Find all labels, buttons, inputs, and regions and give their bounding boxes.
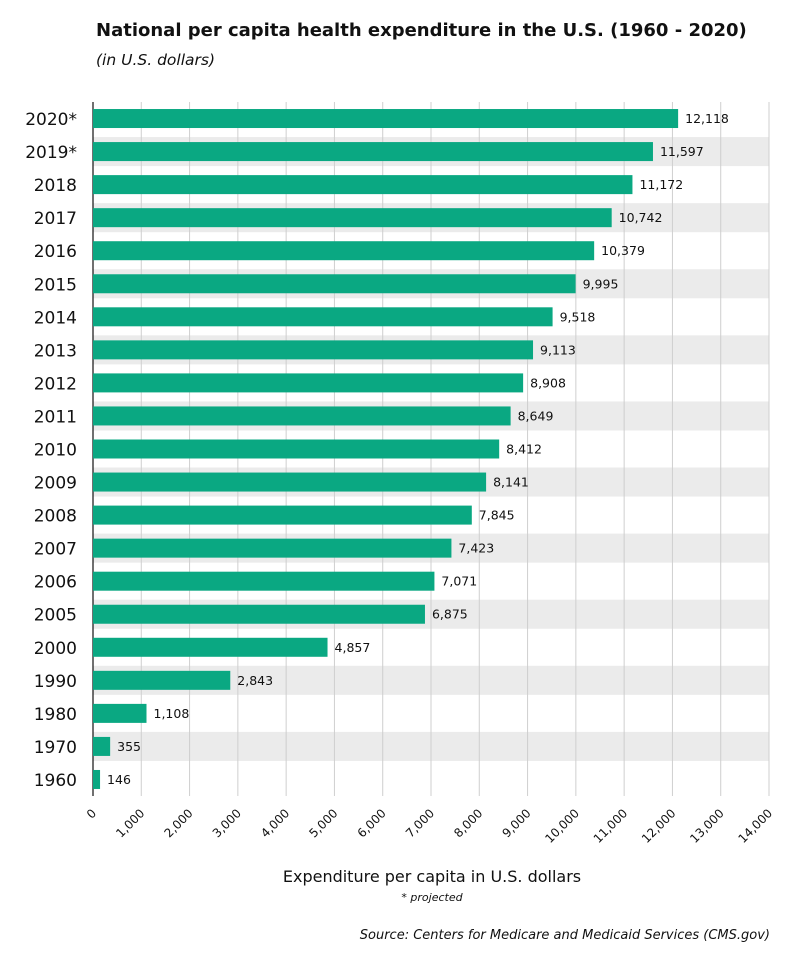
x-tick-label: 9,000 xyxy=(499,806,533,840)
bar xyxy=(93,307,553,327)
data-label: 146 xyxy=(107,772,131,787)
category-label: 2012 xyxy=(34,374,77,394)
category-label: 1960 xyxy=(34,771,77,791)
data-label: 9,995 xyxy=(583,276,619,291)
bar xyxy=(93,538,452,558)
category-label: 2007 xyxy=(34,540,77,560)
bar xyxy=(93,703,147,723)
category-label: 2005 xyxy=(34,606,77,626)
x-tick-label: 5,000 xyxy=(306,806,340,840)
category-label: 2010 xyxy=(34,441,77,461)
data-label: 7,845 xyxy=(479,508,515,523)
bar xyxy=(93,208,612,228)
data-label: 9,113 xyxy=(540,342,576,357)
category-label: 2000 xyxy=(34,639,77,659)
data-label: 1,108 xyxy=(154,706,190,721)
bar xyxy=(93,637,328,657)
category-label: 1970 xyxy=(34,738,77,758)
data-label: 8,908 xyxy=(530,375,566,390)
category-label: 2014 xyxy=(34,308,77,328)
bar xyxy=(93,571,435,591)
x-tick-label: 1,000 xyxy=(113,806,147,840)
bar xyxy=(93,604,425,624)
category-label: 2011 xyxy=(34,407,77,427)
category-label: 2018 xyxy=(34,176,77,196)
data-label: 7,071 xyxy=(441,574,477,589)
bar xyxy=(93,274,576,294)
bar xyxy=(93,373,524,393)
bar xyxy=(93,241,595,261)
category-label: 2013 xyxy=(34,341,77,361)
data-label: 8,412 xyxy=(506,442,542,457)
x-tick-label: 6,000 xyxy=(355,806,389,840)
category-label: 2009 xyxy=(34,474,77,494)
bar xyxy=(93,175,633,195)
data-label: 8,649 xyxy=(518,408,554,423)
category-label: 2016 xyxy=(34,242,77,262)
x-tick-label: 8,000 xyxy=(451,806,485,840)
bar xyxy=(93,340,534,360)
category-label: 2006 xyxy=(34,573,77,593)
x-tick-label: 11,000 xyxy=(591,806,631,846)
bar xyxy=(93,736,111,756)
data-label: 355 xyxy=(117,739,141,754)
x-tick-label: 3,000 xyxy=(210,806,244,840)
bar xyxy=(93,406,511,426)
x-tick-label: 12,000 xyxy=(639,806,679,846)
bar xyxy=(93,472,487,492)
data-label: 10,379 xyxy=(601,243,645,258)
data-label: 4,857 xyxy=(335,640,371,655)
x-tick-label: 13,000 xyxy=(687,806,727,846)
category-label: 2008 xyxy=(34,507,77,527)
x-tick-label: 14,000 xyxy=(736,806,776,846)
bar xyxy=(93,109,679,129)
category-label: 1990 xyxy=(34,672,77,692)
category-label: 2020* xyxy=(25,110,77,130)
data-label: 9,518 xyxy=(560,309,596,324)
bar xyxy=(93,439,500,459)
category-label: 2017 xyxy=(34,209,77,229)
bar xyxy=(93,505,472,525)
x-tick-label: 2,000 xyxy=(161,806,195,840)
chart-title: National per capita health expenditure i… xyxy=(96,20,747,41)
bar xyxy=(93,142,653,162)
x-tick-label: 0 xyxy=(84,806,99,821)
data-label: 10,742 xyxy=(619,210,663,225)
data-label: 11,172 xyxy=(639,177,683,192)
chart-subtitle: (in U.S. dollars) xyxy=(96,51,215,69)
data-label: 7,423 xyxy=(458,541,494,556)
x-tick-label: 10,000 xyxy=(542,806,582,846)
x-tick-label: 4,000 xyxy=(258,806,292,840)
data-label: 2,843 xyxy=(237,673,273,688)
data-label: 6,875 xyxy=(432,607,468,622)
bar xyxy=(93,670,231,690)
category-label: 2019* xyxy=(25,143,77,163)
footnote-projected: * projected xyxy=(401,891,463,904)
bar xyxy=(93,769,101,789)
x-tick-label: 7,000 xyxy=(403,806,437,840)
data-label: 11,597 xyxy=(660,144,704,159)
x-axis-label: Expenditure per capita in U.S. dollars xyxy=(282,867,582,886)
category-label: 1980 xyxy=(34,705,77,725)
data-label: 8,141 xyxy=(493,475,529,490)
source-credit: Source: Centers for Medicare and Medicai… xyxy=(359,928,770,943)
category-label: 2015 xyxy=(34,275,77,295)
data-label: 12,118 xyxy=(685,111,729,126)
